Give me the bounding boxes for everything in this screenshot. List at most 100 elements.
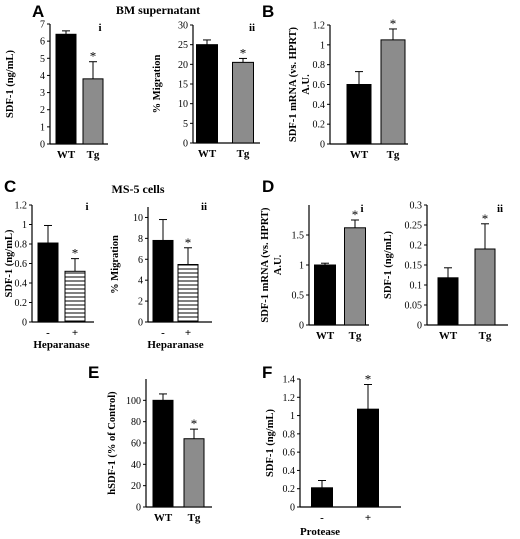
chart-e: 0 20 40 60 80 100 WT * Tg hSDF-1 (% of Control) xyxy=(107,379,212,524)
significance-star: * xyxy=(482,211,489,226)
category-label: Tg xyxy=(188,512,201,524)
category-label: WT xyxy=(350,149,369,161)
y-tick-label: 1.5 xyxy=(292,231,305,242)
significance-star: * xyxy=(365,371,372,386)
bar-2 xyxy=(82,78,104,145)
category-label: + xyxy=(365,512,371,524)
category-label: - xyxy=(161,327,165,339)
panel-letter-b: B xyxy=(262,2,274,21)
category-label: WT xyxy=(439,330,458,342)
y-tick-label: 8 xyxy=(138,234,143,245)
category-label: WT xyxy=(57,149,76,161)
chart-sublabel: i xyxy=(98,22,101,34)
bar-2 xyxy=(232,61,254,144)
category-label: WT xyxy=(198,148,217,160)
bar-2 xyxy=(177,264,199,323)
y-tick-label: 0.2 xyxy=(313,120,326,131)
y-tick-label: 0 xyxy=(22,318,27,329)
y-tick-label: 1 xyxy=(299,261,304,272)
bar-2 xyxy=(474,248,496,326)
y-tick-label: 0 xyxy=(299,321,304,332)
y-axis-label: SDF-1 mRNA (vs. HPRT) xyxy=(260,207,271,323)
y-tick-label: 15 xyxy=(178,80,188,91)
y-tick-label: 4 xyxy=(40,71,45,82)
chart-c-ii: 0 2 4 6 8 10 - * + % Migration ii Heparanase xyxy=(110,201,212,351)
category-label: Tg xyxy=(87,149,100,161)
y-tick-label: 0 xyxy=(320,140,325,151)
y-tick-label: 25 xyxy=(178,40,188,51)
y-tick-label: 60 xyxy=(131,439,141,450)
y-tick-label: 0.4 xyxy=(283,466,296,477)
y-tick-label: 0.2 xyxy=(15,298,28,309)
panel-letter-f: F xyxy=(262,363,272,382)
chart-b: 0 0.2 0.4 0.6 0.8 1 1.2 WT * Tg SDF-1 mRNA (vs. HP… xyxy=(288,16,408,161)
chart-c-i: 0 0.2 0.4 0.6 0.8 1 1.2 - * + SDF-1 (ng/mL) i Hepara… xyxy=(4,201,94,351)
category-label: + xyxy=(72,327,78,339)
significance-star: * xyxy=(352,207,359,222)
y-tick-label: 0.1 xyxy=(410,281,423,292)
y-axis-label: hSDF-1 (% of Control) xyxy=(107,391,118,495)
y-tick-label: 0.6 xyxy=(15,259,28,270)
y-tick-label: 1 xyxy=(22,220,27,231)
y-tick-label: 0.2 xyxy=(410,241,423,252)
bar-2 xyxy=(64,270,86,323)
y-axis-label-unit: A.U. xyxy=(273,254,284,275)
category-label: Tg xyxy=(479,330,492,342)
chart-a-ii: 0 5 10 15 20 25 30 WT * Tg % Migration ii xyxy=(152,21,260,160)
y-axis-label-unit: A.U. xyxy=(301,74,312,95)
chart-d-ii: 0 0.05 0.1 0.15 0.2 0.25 0.3 WT * Tg SDF-1 (ng/mL)… xyxy=(383,201,508,342)
panel-letter-a: A xyxy=(32,2,44,21)
y-tick-label: 0.2 xyxy=(283,484,296,495)
y-tick-label: 5 xyxy=(40,54,45,65)
bar-1 xyxy=(55,33,77,145)
y-tick-label: 0 xyxy=(417,321,422,332)
chart-sublabel: i xyxy=(85,201,88,213)
y-tick-label: 2 xyxy=(40,105,45,116)
y-axis-label: SDF-1 mRNA (vs. HPRT) xyxy=(288,26,299,142)
y-tick-label: 100 xyxy=(126,396,141,407)
y-tick-label: 0.5 xyxy=(292,291,305,302)
y-axis-label: SDF-1 (ng/mL) xyxy=(383,231,394,299)
y-tick-label: 0 xyxy=(40,140,45,151)
bar-1 xyxy=(346,84,372,145)
significance-star: * xyxy=(185,235,192,250)
y-tick-label: 0.8 xyxy=(15,240,28,251)
y-tick-label: 10 xyxy=(178,99,188,110)
category-label: WT xyxy=(316,330,335,342)
y-tick-label: 0.8 xyxy=(283,429,296,440)
category-label: Tg xyxy=(387,149,400,161)
y-tick-label: 6 xyxy=(40,37,45,48)
significance-star: * xyxy=(390,16,397,31)
y-tick-label: 0.6 xyxy=(283,448,296,459)
y-tick-label: 0.3 xyxy=(410,201,423,212)
category-label: Tg xyxy=(349,330,362,342)
category-label: Tg xyxy=(237,148,250,160)
significance-star: * xyxy=(72,246,79,261)
y-tick-label: 0.4 xyxy=(15,279,28,290)
panel-letter-c: C xyxy=(4,177,16,196)
x-axis-label: Heparanase xyxy=(147,339,203,351)
category-label: WT xyxy=(154,512,173,524)
y-axis-label: SDF-1 (ng/mL) xyxy=(265,409,276,477)
bar-1 xyxy=(311,487,333,508)
chart-sublabel: ii xyxy=(249,22,255,34)
chart-sublabel: ii xyxy=(201,201,207,213)
y-tick-label: 0.15 xyxy=(405,261,423,272)
significance-star: * xyxy=(90,49,97,64)
y-tick-label: 0 xyxy=(136,503,141,514)
y-tick-label: 0.8 xyxy=(313,60,326,71)
y-axis-label: % Migration xyxy=(152,55,163,114)
y-tick-label: 1.4 xyxy=(283,375,296,386)
y-tick-label: 3 xyxy=(40,88,45,99)
panel-letter-d: D xyxy=(262,177,274,196)
y-tick-label: 0.05 xyxy=(405,301,423,312)
y-tick-label: 1.2 xyxy=(15,201,28,212)
chart-d-i: 0 0.5 1 1.5 WT * Tg SDF-1 mRNA (vs. HPRT) A.U. i xyxy=(260,203,369,342)
y-tick-label: 0.6 xyxy=(313,80,326,91)
bar-1 xyxy=(37,242,59,323)
header-ms5-cells: MS-5 cells xyxy=(112,182,165,196)
x-axis-label: Heparanase xyxy=(33,339,89,351)
y-tick-label: 1 xyxy=(320,40,325,51)
y-tick-label: 4 xyxy=(138,276,143,287)
